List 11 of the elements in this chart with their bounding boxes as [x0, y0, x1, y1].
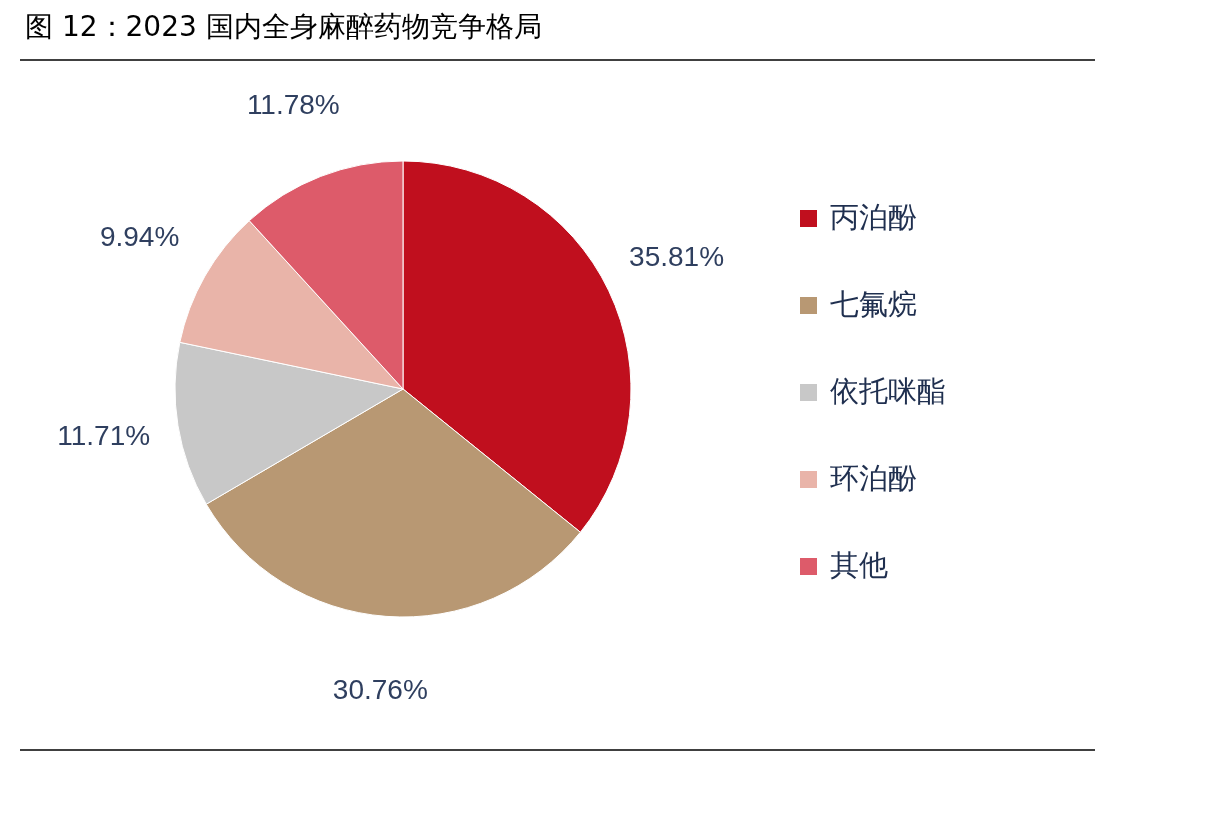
- legend-label: 依托咪酯: [830, 374, 946, 408]
- data-label: 11.71%: [57, 420, 151, 452]
- legend-label: 环泊酚: [830, 461, 917, 495]
- data-label: 35.81%: [629, 240, 725, 272]
- data-label: 30.76%: [332, 673, 428, 705]
- data-label: 11.78%: [246, 88, 340, 120]
- chart-title: 图 12：2023 国内全身麻醉药物竞争格局: [25, 10, 542, 43]
- legend-label: 七氟烷: [830, 287, 917, 321]
- legend-label: 丙泊酚: [830, 200, 917, 234]
- data-label: 9.94%: [99, 221, 180, 253]
- legend-label: 其他: [830, 548, 888, 582]
